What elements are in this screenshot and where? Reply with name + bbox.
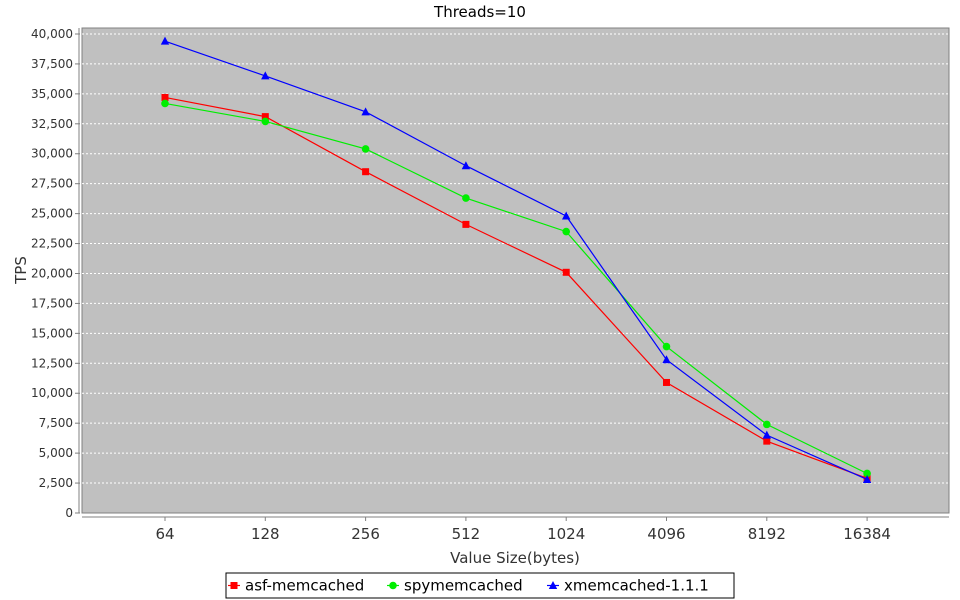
- data-point: [161, 99, 169, 108]
- data-point: [863, 469, 871, 478]
- y-tick-label: 5,000: [39, 446, 73, 460]
- data-point: [261, 117, 270, 126]
- x-tick-label: 64: [155, 525, 174, 543]
- chart-title: Threads=10: [433, 3, 526, 21]
- data-point: [762, 430, 771, 439]
- y-tick-label: 2,500: [39, 476, 73, 490]
- data-point: [261, 113, 269, 121]
- x-tick-label: 16384: [843, 525, 891, 543]
- y-tick-label: 40,000: [31, 27, 73, 41]
- y-axis: 0 2,500 5,000 7,500 10,000 12,500 15,000 17,500…: [31, 27, 80, 520]
- y-tick-label: 35,000: [31, 87, 73, 101]
- x-axis: 64 128 256 512 1024 4096 8192 16384: [82, 516, 949, 543]
- data-point: [763, 437, 771, 445]
- data-point: [763, 420, 771, 429]
- legend-item: asf-memcached: [228, 577, 364, 595]
- data-point: [562, 211, 571, 220]
- y-tick-label: 32,500: [31, 117, 73, 131]
- legend-label: xmemcached-1.1.1: [564, 577, 709, 595]
- legend-item: spymemcached: [387, 577, 523, 595]
- x-tick-label: 256: [351, 525, 380, 543]
- y-tick-label: 0: [65, 506, 73, 520]
- x-tick-label: 4096: [647, 525, 685, 543]
- y-tick-label: 22,500: [31, 237, 73, 251]
- series-line: [164, 102, 868, 475]
- legend-label: asf-memcached: [245, 577, 364, 595]
- x-tick-label: 512: [452, 525, 481, 543]
- data-point: [562, 268, 570, 276]
- series-line: [164, 40, 868, 481]
- y-tick-label: 10,000: [31, 386, 73, 400]
- y-tick-label: 30,000: [31, 147, 73, 161]
- data-point: [361, 107, 370, 116]
- y-tick-label: 12,500: [31, 356, 73, 370]
- x-axis-label: Value Size(bytes): [450, 549, 580, 567]
- legend-marker: [548, 581, 558, 589]
- legend-label: spymemcached: [404, 577, 523, 595]
- plot-area: [81, 27, 950, 514]
- legend-marker: [389, 581, 397, 590]
- data-point: [462, 220, 470, 228]
- y-tick-label: 15,000: [31, 326, 73, 340]
- data-point: [562, 227, 570, 236]
- series-spymemcached: [161, 99, 871, 478]
- data-point: [160, 36, 170, 45]
- gridlines: [82, 33, 949, 484]
- y-tick-label: 27,500: [31, 177, 73, 191]
- legend-box: [225, 572, 735, 599]
- legend-marker: [230, 582, 238, 589]
- y-tick-label: 17,500: [31, 296, 73, 310]
- data-point: [361, 145, 370, 153]
- x-tick-label: 8192: [748, 525, 786, 543]
- y-axis-label: TPS: [12, 256, 30, 285]
- data-point: [461, 161, 471, 170]
- data-point: [862, 474, 872, 483]
- legend: asf-memcached spymemcached xmemcached-1.1.…: [225, 572, 735, 599]
- data-point: [662, 355, 671, 364]
- legend-item: xmemcached-1.1.1: [547, 577, 709, 595]
- data-point: [662, 342, 671, 351]
- series-group: [160, 36, 872, 483]
- data-point: [362, 168, 370, 176]
- y-tick-label: 25,000: [31, 207, 73, 221]
- data-point: [261, 71, 270, 80]
- data-point: [462, 194, 470, 202]
- data-point: [663, 378, 670, 386]
- data-point: [161, 93, 169, 101]
- series-xmemcached-1.1.1: [160, 36, 872, 483]
- x-tick-label: 1024: [547, 525, 585, 543]
- y-tick-label: 37,500: [31, 57, 73, 71]
- y-tick-label: 20,000: [31, 266, 73, 280]
- x-tick-label: 128: [251, 525, 280, 543]
- y-tick-label: 7,500: [39, 416, 73, 430]
